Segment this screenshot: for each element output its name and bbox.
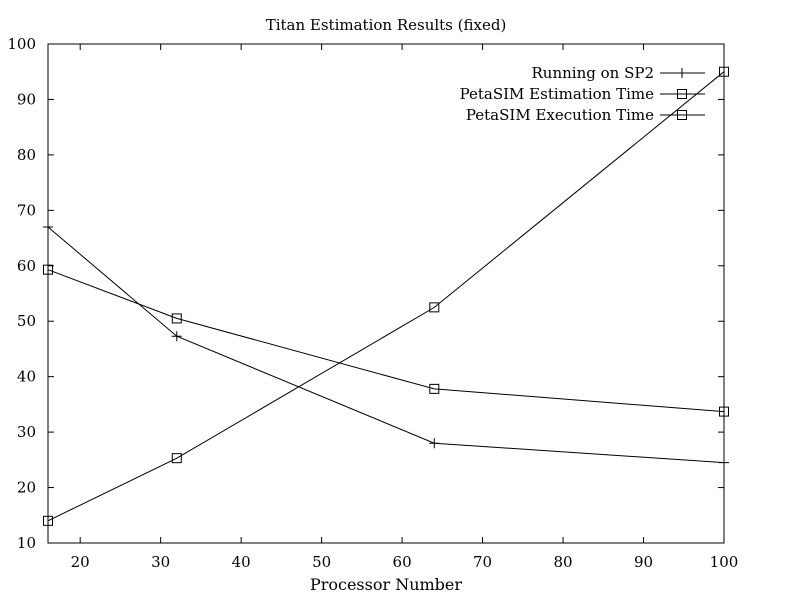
x-axis-title: Processor Number [310, 575, 462, 594]
legend-marker [677, 68, 687, 78]
y-tick-label: 50 [17, 312, 36, 330]
data-point [429, 302, 440, 313]
series-1 [43, 221, 729, 468]
data-point [171, 313, 182, 324]
x-tick-label: 70 [473, 553, 492, 571]
y-tick-label: 40 [17, 368, 36, 386]
x-tick-label: 80 [554, 553, 573, 571]
data-point [43, 264, 53, 275]
data-point [43, 515, 53, 526]
y-tick-label: 100 [7, 35, 36, 53]
x-axis: 20 30 40 50 60 70 80 90 100 [71, 44, 739, 571]
x-tick-label: 60 [393, 553, 412, 571]
x-tick-label: 100 [710, 553, 739, 571]
series-2 [43, 264, 729, 417]
legend-label: Running on SP2 [532, 64, 654, 82]
legend-label: PetaSIM Execution Time [466, 106, 654, 124]
legend: Running on SP2 PetaSIM Estimation Time Pet… [460, 64, 705, 124]
data-point [43, 221, 53, 232]
x-tick-label: 40 [232, 553, 251, 571]
legend-marker [677, 89, 687, 99]
chart-title: Titan Estimation Results (fixed) [266, 16, 507, 34]
series-3 [43, 66, 729, 526]
series-layer [43, 66, 729, 526]
series-line [47, 71, 725, 522]
y-tick-label: 80 [17, 146, 36, 164]
data-point [719, 66, 729, 77]
data-point [429, 383, 440, 394]
legend-entry: PetaSIM Execution Time [466, 106, 705, 124]
plot-frame [47, 43, 725, 544]
data-point [171, 453, 182, 464]
data-point [719, 406, 729, 417]
y-tick-label: 90 [17, 90, 36, 108]
y-tick-label: 60 [17, 257, 36, 275]
legend-entry: Running on SP2 [532, 64, 705, 82]
legend-marker [677, 110, 687, 120]
y-tick-label: 30 [17, 423, 36, 441]
y-tick-label: 20 [17, 479, 36, 497]
data-point [171, 331, 182, 342]
legend-entry: PetaSIM Estimation Time [460, 85, 705, 103]
series-line [47, 269, 725, 413]
legend-label: PetaSIM Estimation Time [460, 85, 655, 103]
x-tick-label: 20 [71, 553, 90, 571]
y-tick-label: 70 [17, 201, 36, 219]
data-point [429, 438, 440, 449]
x-tick-label: 50 [312, 553, 331, 571]
y-axis: 10 20 30 40 50 60 70 80 90 100 [7, 35, 724, 552]
x-tick-label: 30 [151, 553, 170, 571]
y-tick-label: 10 [17, 534, 36, 552]
data-point [719, 457, 729, 468]
series-line [47, 226, 725, 464]
x-tick-label: 90 [634, 553, 653, 571]
